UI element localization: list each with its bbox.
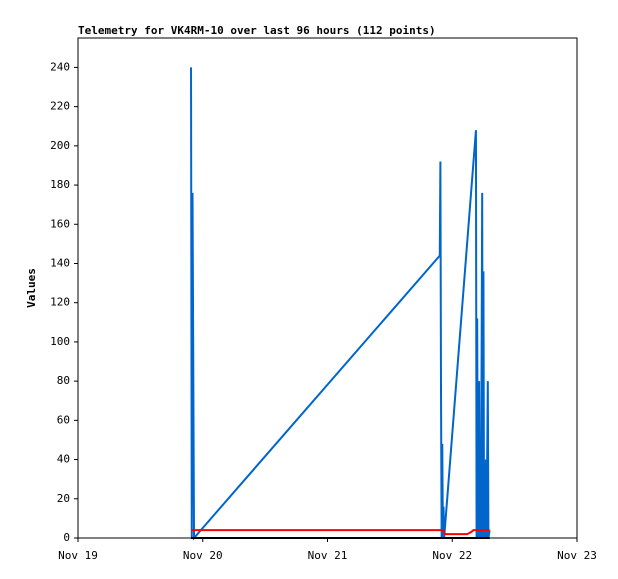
y-tick-label: 160: [50, 217, 70, 230]
x-tick-label: Nov 20: [183, 549, 223, 562]
y-tick-label: 240: [50, 60, 70, 73]
y-tick-label: 60: [57, 413, 70, 426]
x-tick-label: Nov 21: [308, 549, 348, 562]
series-line: [190, 67, 491, 541]
y-tick-label: 200: [50, 139, 70, 152]
y-tick-label: 40: [57, 453, 70, 466]
series-line: [191, 529, 490, 536]
y-axis-label: Values: [25, 268, 38, 308]
x-tick-label: Nov 23: [557, 549, 597, 562]
y-tick-label: 120: [50, 296, 70, 309]
plot-frame: [77, 37, 578, 539]
y-tick-label: 0: [63, 531, 70, 544]
x-tick-label: Nov 19: [58, 549, 98, 562]
y-tick-label: 180: [50, 178, 70, 191]
y-tick-label: 220: [50, 100, 70, 113]
x-tick-label: Nov 22: [432, 549, 472, 562]
y-tick-label: 20: [57, 492, 70, 505]
chart-title: Telemetry for VK4RM-10 over last 96 hour…: [78, 24, 436, 37]
y-tick-label: 80: [57, 374, 70, 387]
y-tick-label: 140: [50, 256, 70, 269]
y-tick-label: 100: [50, 335, 70, 348]
